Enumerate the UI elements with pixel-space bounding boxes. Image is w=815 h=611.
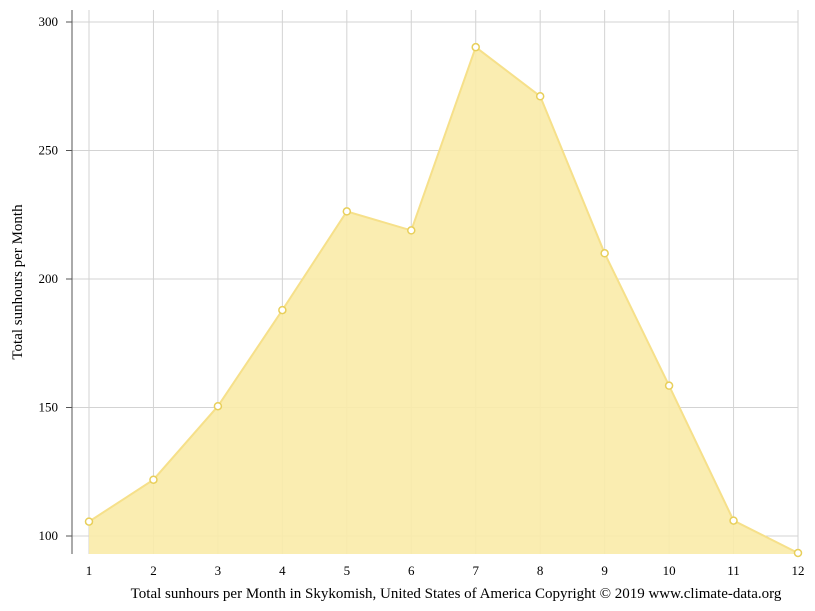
x-tick-label: 5 xyxy=(344,563,351,578)
data-point xyxy=(729,516,738,525)
data-point xyxy=(149,475,158,484)
x-tick-label: 8 xyxy=(537,563,544,578)
data-point xyxy=(664,381,674,390)
x-axis-title: Total sunhours per Month in Skykomish, U… xyxy=(131,586,782,602)
y-tick-label: 100 xyxy=(39,528,59,543)
data-point xyxy=(407,226,416,235)
series-line xyxy=(88,45,799,554)
data-point xyxy=(84,517,94,526)
x-tick-label: 3 xyxy=(215,563,222,578)
data-markers xyxy=(84,42,803,558)
y-tick-marks xyxy=(66,21,72,537)
data-point xyxy=(278,305,287,315)
data-point xyxy=(793,548,803,558)
x-tick-label: 4 xyxy=(279,563,286,578)
x-tick-label: 2 xyxy=(150,563,157,578)
area-fill xyxy=(89,47,798,554)
x-tick-label: 7 xyxy=(472,563,479,578)
x-tick-labels: 1 2 3 4 5 6 7 8 9 10 11 12 xyxy=(86,563,805,578)
y-tick-labels: 100 150 200 250 300 xyxy=(39,14,59,543)
y-tick-label: 250 xyxy=(39,143,59,158)
data-point xyxy=(342,207,352,216)
y-axis-title: Total sunhours per Month xyxy=(10,204,26,360)
data-point xyxy=(600,249,609,258)
x-tick-label: 11 xyxy=(727,563,740,578)
data-point xyxy=(471,42,480,52)
y-tick-label: 200 xyxy=(39,271,59,286)
data-point xyxy=(213,401,223,411)
x-tick-label: 10 xyxy=(663,563,676,578)
x-tick-label: 12 xyxy=(792,563,805,578)
x-tick-label: 1 xyxy=(86,563,93,578)
x-tick-label: 6 xyxy=(408,563,415,578)
x-tick-label: 9 xyxy=(601,563,608,578)
y-tick-label: 150 xyxy=(39,400,59,415)
y-tick-label: 300 xyxy=(39,14,59,29)
data-point xyxy=(535,92,545,101)
